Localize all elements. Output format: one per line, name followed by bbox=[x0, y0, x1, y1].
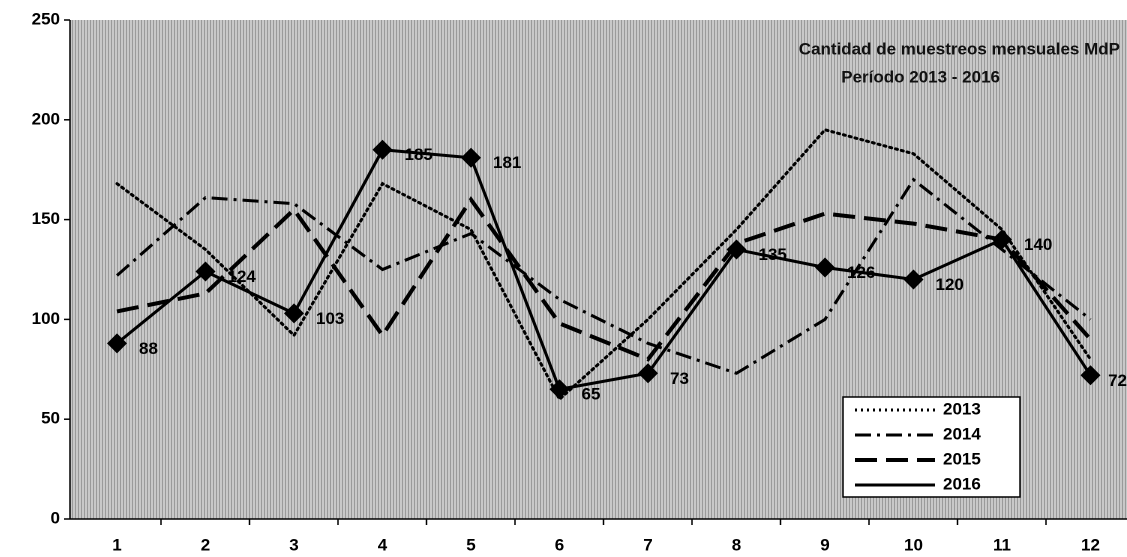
x-tick-label: 12 bbox=[1081, 535, 1100, 554]
data-label: 65 bbox=[582, 385, 601, 404]
marker bbox=[726, 239, 747, 260]
marker bbox=[461, 147, 481, 168]
data-label: 135 bbox=[759, 245, 787, 264]
data-label: 185 bbox=[405, 145, 433, 164]
data-label: 181 bbox=[493, 153, 521, 172]
data-label: 103 bbox=[316, 309, 344, 328]
marker bbox=[903, 269, 924, 290]
x-tick-label: 10 bbox=[904, 535, 923, 554]
marker bbox=[638, 363, 658, 384]
y-tick-label: 100 bbox=[32, 309, 60, 328]
x-tick-label: 8 bbox=[732, 535, 741, 554]
series-line bbox=[116, 196, 1092, 362]
x-tick-label: 11 bbox=[993, 535, 1011, 554]
data-label: 72 bbox=[1108, 371, 1127, 390]
legend-label: 2015 bbox=[943, 449, 981, 468]
marker bbox=[815, 257, 835, 278]
legend-label: 2016 bbox=[943, 474, 981, 493]
x-tick-label: 4 bbox=[378, 535, 388, 554]
x-tick-label: 3 bbox=[289, 535, 298, 554]
marker bbox=[549, 379, 570, 400]
y-tick-label: 50 bbox=[41, 409, 60, 428]
series-line bbox=[116, 177, 1092, 375]
marker bbox=[992, 229, 1012, 250]
chart-title: Cantidad de muestreos mensuales MdP bbox=[799, 39, 1120, 58]
legend-label: 2014 bbox=[943, 424, 981, 443]
data-label: 73 bbox=[670, 369, 689, 388]
data-label: 124 bbox=[228, 267, 257, 286]
data-label: 120 bbox=[936, 275, 964, 294]
series-line bbox=[115, 128, 1092, 402]
chart-subtitle: Período 2013 - 2016 bbox=[841, 67, 1000, 86]
y-tick-label: 250 bbox=[32, 9, 60, 28]
x-tick-label: 2 bbox=[201, 535, 210, 554]
x-tick-label: 9 bbox=[820, 535, 829, 554]
legend-box bbox=[842, 396, 1021, 498]
y-tick-label: 0 bbox=[51, 508, 60, 527]
marker bbox=[284, 303, 304, 324]
marker bbox=[1080, 365, 1101, 386]
data-label: 140 bbox=[1024, 235, 1052, 254]
marker bbox=[372, 139, 393, 160]
legend-label: 2013 bbox=[943, 399, 981, 418]
y-tick-label: 150 bbox=[32, 209, 60, 228]
series-line bbox=[116, 148, 1092, 391]
x-tick-label: 6 bbox=[555, 535, 564, 554]
marker bbox=[107, 333, 127, 354]
x-tick-label: 7 bbox=[643, 535, 652, 554]
data-label: 88 bbox=[139, 339, 158, 358]
marker bbox=[195, 261, 216, 282]
x-tick-label: 5 bbox=[466, 535, 475, 554]
x-tick-label: 1 bbox=[112, 535, 121, 554]
y-tick-label: 200 bbox=[32, 109, 60, 128]
data-label: 126 bbox=[847, 263, 875, 282]
